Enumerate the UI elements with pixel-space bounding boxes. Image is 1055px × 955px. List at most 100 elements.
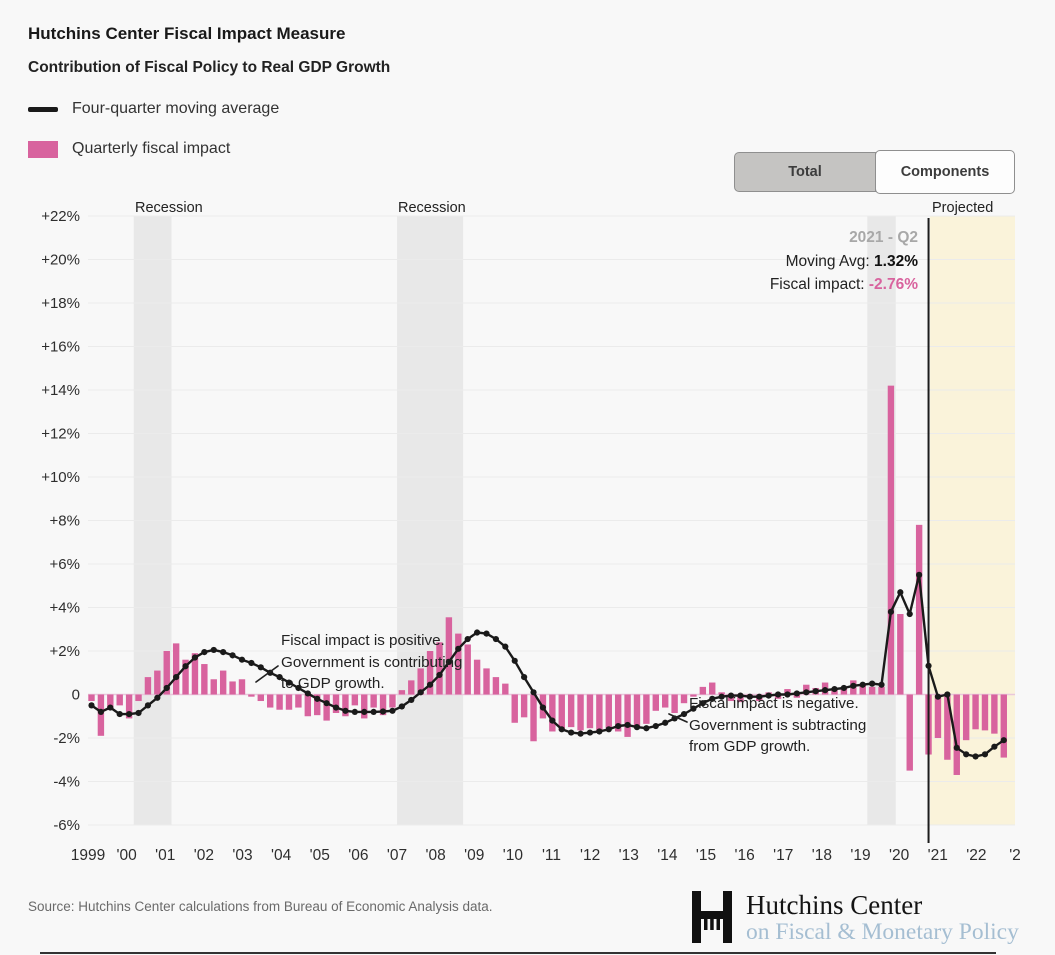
moving-average-point[interactable] xyxy=(916,571,923,578)
fiscal-impact-bar[interactable] xyxy=(586,694,594,729)
moving-average-point[interactable] xyxy=(323,700,330,707)
moving-average-point[interactable] xyxy=(351,708,358,716)
moving-average-point[interactable] xyxy=(887,608,895,615)
fiscal-impact-bar[interactable] xyxy=(953,694,960,775)
moving-average-point[interactable] xyxy=(154,694,161,701)
moving-average-point[interactable] xyxy=(793,690,800,697)
moving-average-point[interactable] xyxy=(426,681,434,688)
moving-average-point[interactable] xyxy=(803,689,810,696)
moving-average-point[interactable] xyxy=(821,687,829,694)
fiscal-impact-bar[interactable] xyxy=(859,683,866,695)
moving-average-point[interactable] xyxy=(332,704,340,711)
fiscal-impact-bar[interactable] xyxy=(314,694,321,716)
fiscal-impact-bar[interactable] xyxy=(614,694,622,732)
moving-average-point[interactable] xyxy=(314,695,321,702)
fiscal-impact-bar[interactable] xyxy=(304,694,312,717)
fiscal-impact-bar[interactable] xyxy=(379,694,387,716)
fiscal-impact-bar[interactable] xyxy=(605,694,612,729)
moving-average-point[interactable] xyxy=(784,691,791,698)
moving-average-point[interactable] xyxy=(699,700,706,707)
fiscal-impact-bar[interactable] xyxy=(671,694,678,713)
fiscal-impact-bar[interactable] xyxy=(191,653,199,695)
moving-average-point[interactable] xyxy=(370,708,377,716)
components-tab-button[interactable]: Components xyxy=(875,150,1015,194)
fiscal-impact-bar[interactable] xyxy=(351,694,359,706)
moving-average-point[interactable] xyxy=(116,710,123,718)
moving-average-point[interactable] xyxy=(709,695,716,702)
moving-average-point[interactable] xyxy=(530,689,537,696)
moving-average-point[interactable] xyxy=(88,702,95,709)
moving-average-point[interactable] xyxy=(690,705,697,712)
moving-average-point[interactable] xyxy=(464,635,471,643)
moving-average-point[interactable] xyxy=(934,693,942,700)
fiscal-impact-bar[interactable] xyxy=(219,670,227,695)
fiscal-impact-bar[interactable] xyxy=(680,694,688,704)
moving-average-point[interactable] xyxy=(285,679,293,686)
moving-average-point[interactable] xyxy=(229,652,236,659)
fiscal-impact-bar[interactable] xyxy=(530,694,537,742)
moving-average-point[interactable] xyxy=(963,751,970,758)
fiscal-impact-bar[interactable] xyxy=(981,694,989,731)
fiscal-impact-bar[interactable] xyxy=(492,677,500,695)
fiscal-impact-bar[interactable] xyxy=(887,385,895,695)
moving-average-point[interactable] xyxy=(398,703,405,710)
moving-average-point[interactable] xyxy=(492,635,500,643)
fiscal-impact-bar[interactable] xyxy=(238,679,246,695)
fiscal-impact-bar[interactable] xyxy=(408,680,415,695)
moving-average-point[interactable] xyxy=(765,692,772,699)
moving-average-point[interactable] xyxy=(652,722,659,730)
fiscal-impact-bar[interactable] xyxy=(972,694,979,730)
moving-average-point[interactable] xyxy=(276,674,283,681)
moving-average-point[interactable] xyxy=(201,648,208,656)
moving-average-point[interactable] xyxy=(173,674,180,681)
moving-average-point[interactable] xyxy=(474,629,481,636)
moving-average-point[interactable] xyxy=(981,751,989,758)
moving-average-point[interactable] xyxy=(897,589,904,596)
moving-average-point[interactable] xyxy=(539,704,547,711)
fiscal-impact-bar[interactable] xyxy=(248,694,255,697)
moving-average-point[interactable] xyxy=(97,708,105,716)
fiscal-impact-bar[interactable] xyxy=(182,659,189,695)
moving-average-point[interactable] xyxy=(220,648,227,656)
fiscal-impact-bar[interactable] xyxy=(116,694,123,706)
moving-average-point[interactable] xyxy=(953,744,960,751)
fiscal-impact-bar[interactable] xyxy=(577,694,584,731)
fiscal-impact-bar[interactable] xyxy=(643,694,650,724)
fiscal-impact-bar[interactable] xyxy=(398,690,406,695)
moving-average-point[interactable] xyxy=(445,658,452,665)
fiscal-impact-bar[interactable] xyxy=(633,694,641,729)
fiscal-impact-bar[interactable] xyxy=(962,694,970,741)
fiscal-impact-bar[interactable] xyxy=(163,651,170,695)
fiscal-impact-bar[interactable] xyxy=(520,694,528,718)
fiscal-impact-bar[interactable] xyxy=(135,694,142,702)
fiscal-impact-bar[interactable] xyxy=(445,617,453,695)
moving-average-point[interactable] xyxy=(389,707,396,714)
fiscal-impact-bar[interactable] xyxy=(125,694,133,719)
moving-average-point[interactable] xyxy=(944,691,951,698)
moving-average-point[interactable] xyxy=(643,725,650,732)
moving-average-point[interactable] xyxy=(680,710,688,718)
moving-average-point[interactable] xyxy=(991,743,998,750)
moving-average-point[interactable] xyxy=(417,689,424,696)
moving-average-point[interactable] xyxy=(624,721,631,729)
moving-average-point[interactable] xyxy=(511,657,518,664)
moving-average-point[interactable] xyxy=(840,684,848,692)
fiscal-impact-bar[interactable] xyxy=(426,651,434,695)
fiscal-impact-bar[interactable] xyxy=(361,694,368,719)
fiscal-impact-bar[interactable] xyxy=(276,694,283,710)
fiscal-impact-bar[interactable] xyxy=(868,686,876,695)
moving-average-point[interactable] xyxy=(1000,737,1007,744)
moving-average-point[interactable] xyxy=(737,692,744,699)
moving-average-point[interactable] xyxy=(568,729,575,736)
moving-average-point[interactable] xyxy=(455,645,462,652)
fiscal-impact-bar[interactable] xyxy=(370,694,377,708)
moving-average-point[interactable] xyxy=(163,684,170,692)
fiscal-impact-bar[interactable] xyxy=(511,694,518,723)
moving-average-point[interactable] xyxy=(361,708,368,716)
fiscal-impact-bar[interactable] xyxy=(210,679,217,695)
moving-average-point[interactable] xyxy=(812,688,819,695)
fiscal-impact-bar[interactable] xyxy=(266,694,274,708)
fiscal-impact-bar[interactable] xyxy=(944,694,951,760)
moving-average-point[interactable] xyxy=(191,654,199,661)
moving-average-point[interactable] xyxy=(859,681,866,688)
